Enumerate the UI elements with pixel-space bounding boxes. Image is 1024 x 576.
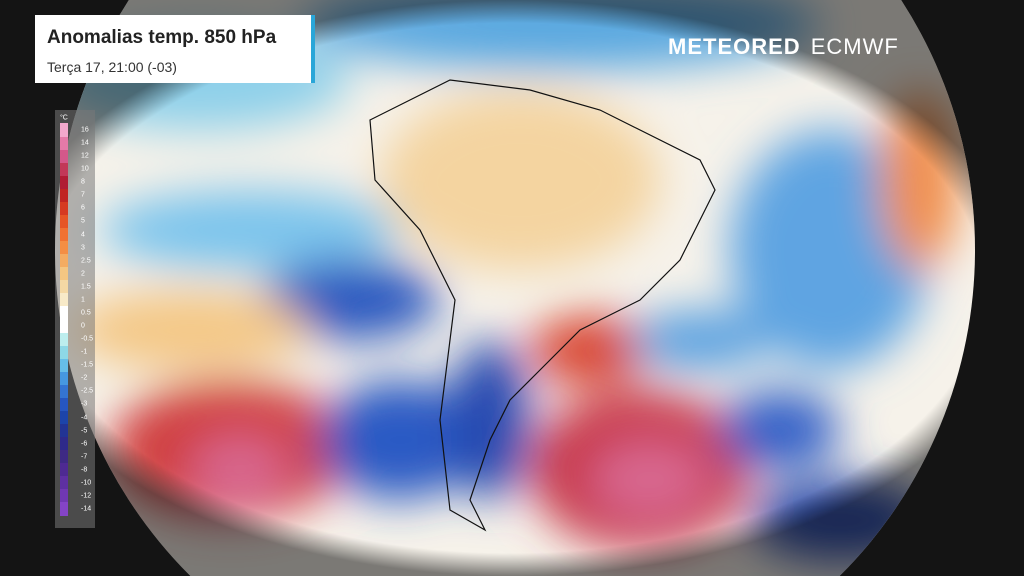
legend-swatch [60,319,68,334]
legend-label: 5 [81,217,85,225]
legend-swatch [60,358,68,373]
legend-label: -10 [81,479,92,487]
legend-label: 1.5 [81,283,91,291]
title: Anomalias temp. 850 hPa [47,27,277,48]
legend-label: -1.5 [81,361,94,369]
legend-swatch [60,306,68,320]
legend-swatch [60,280,68,294]
brand: METEORED [668,34,801,59]
legend-swatch [60,214,68,229]
legend-label: 3 [81,244,85,252]
legend-swatch [60,136,68,151]
legend-swatch [60,397,68,412]
legend-label: 6 [81,204,85,212]
legend-label: -14 [81,505,92,513]
legend-swatch [60,489,68,503]
legend-swatch [60,502,68,517]
legend-swatch [60,463,68,477]
legend-label: 0 [81,322,85,330]
legend-swatch [60,476,68,490]
legend-label: 4 [81,231,85,239]
legend-label: 16 [81,126,89,134]
legend-label: -2 [81,374,88,382]
color-legend: °C 16 14 12 10 8 7 6 5 4 3 2.5 2 1.5 1 0.5 0 -0.5 -1 -1.5 -… [55,110,95,528]
legend-label: -6 [81,440,88,448]
title-box: Anomalias temp. 850 hPa Terça 17, 21:00 … [35,15,315,83]
legend-label: -1 [81,348,88,356]
legend-swatch [60,450,68,464]
legend-swatch [60,123,68,138]
logo: METEORED ECMWF [668,34,899,60]
legend-label: -8 [81,466,88,474]
legend-label: 7 [81,191,85,199]
legend-label: 12 [81,152,89,160]
legend-label: 14 [81,139,89,147]
legend-label: 2 [81,270,85,278]
legend-label: -5 [81,427,88,435]
legend-swatch [60,188,68,203]
legend-label: -2.5 [81,387,94,395]
legend-label: 2.5 [81,257,91,265]
partner: ECMWF [810,34,899,59]
legend-swatch [60,424,68,438]
legend-swatch [60,371,68,386]
legend-label: -0.5 [81,335,94,343]
legend-swatch [60,267,68,281]
legend-label: 10 [81,165,89,173]
legend-swatch [60,293,68,307]
legend-label: 8 [81,178,85,186]
legend-swatch [60,384,68,399]
legend-swatch [60,175,68,190]
legend-swatch [60,201,68,216]
legend-swatch [60,149,68,164]
legend-swatch [60,437,68,451]
legend-swatch [60,345,68,360]
legend-swatch [60,162,68,177]
legend-label: -3 [81,400,88,408]
legend-unit: °C [60,114,68,122]
legend-swatch [60,228,68,242]
legend-swatch [60,241,68,255]
legend-label: 0.5 [81,309,91,317]
legend-label: -4 [81,414,88,422]
legend-label: -12 [81,492,92,500]
subtitle: Terça 17, 21:00 (-03) [47,59,177,75]
legend-label: -7 [81,453,88,461]
legend-swatch [60,254,68,268]
legend-swatch [60,332,68,347]
legend-label: 1 [81,296,85,304]
legend-swatch [60,411,68,425]
